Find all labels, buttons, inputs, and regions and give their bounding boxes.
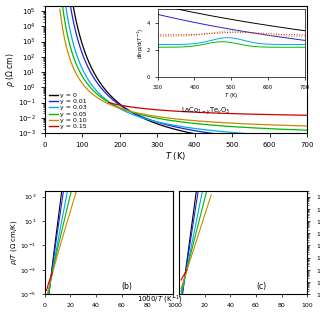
X-axis label: $T$ (K): $T$ (K) bbox=[165, 149, 187, 162]
Y-axis label: $\rho$ ($\Omega$ cm): $\rho$ ($\Omega$ cm) bbox=[4, 52, 17, 87]
Legend: y = 0, y = 0.01, y = 0.03, y = 0.05, y = 0.10, y = 0.15: y = 0, y = 0.01, y = 0.03, y = 0.05, y =… bbox=[48, 92, 88, 130]
Text: (b): (b) bbox=[122, 282, 132, 291]
Text: LaCo$_{1-y}$Te$_y$O$_3$: LaCo$_{1-y}$Te$_y$O$_3$ bbox=[181, 106, 230, 117]
Y-axis label: $\rho/T$ ($\Omega$ cm/K): $\rho/T$ ($\Omega$ cm/K) bbox=[9, 220, 19, 265]
Text: $1000/T$ (K$^{-1}$): $1000/T$ (K$^{-1}$) bbox=[137, 294, 183, 307]
Text: (c): (c) bbox=[256, 282, 266, 291]
